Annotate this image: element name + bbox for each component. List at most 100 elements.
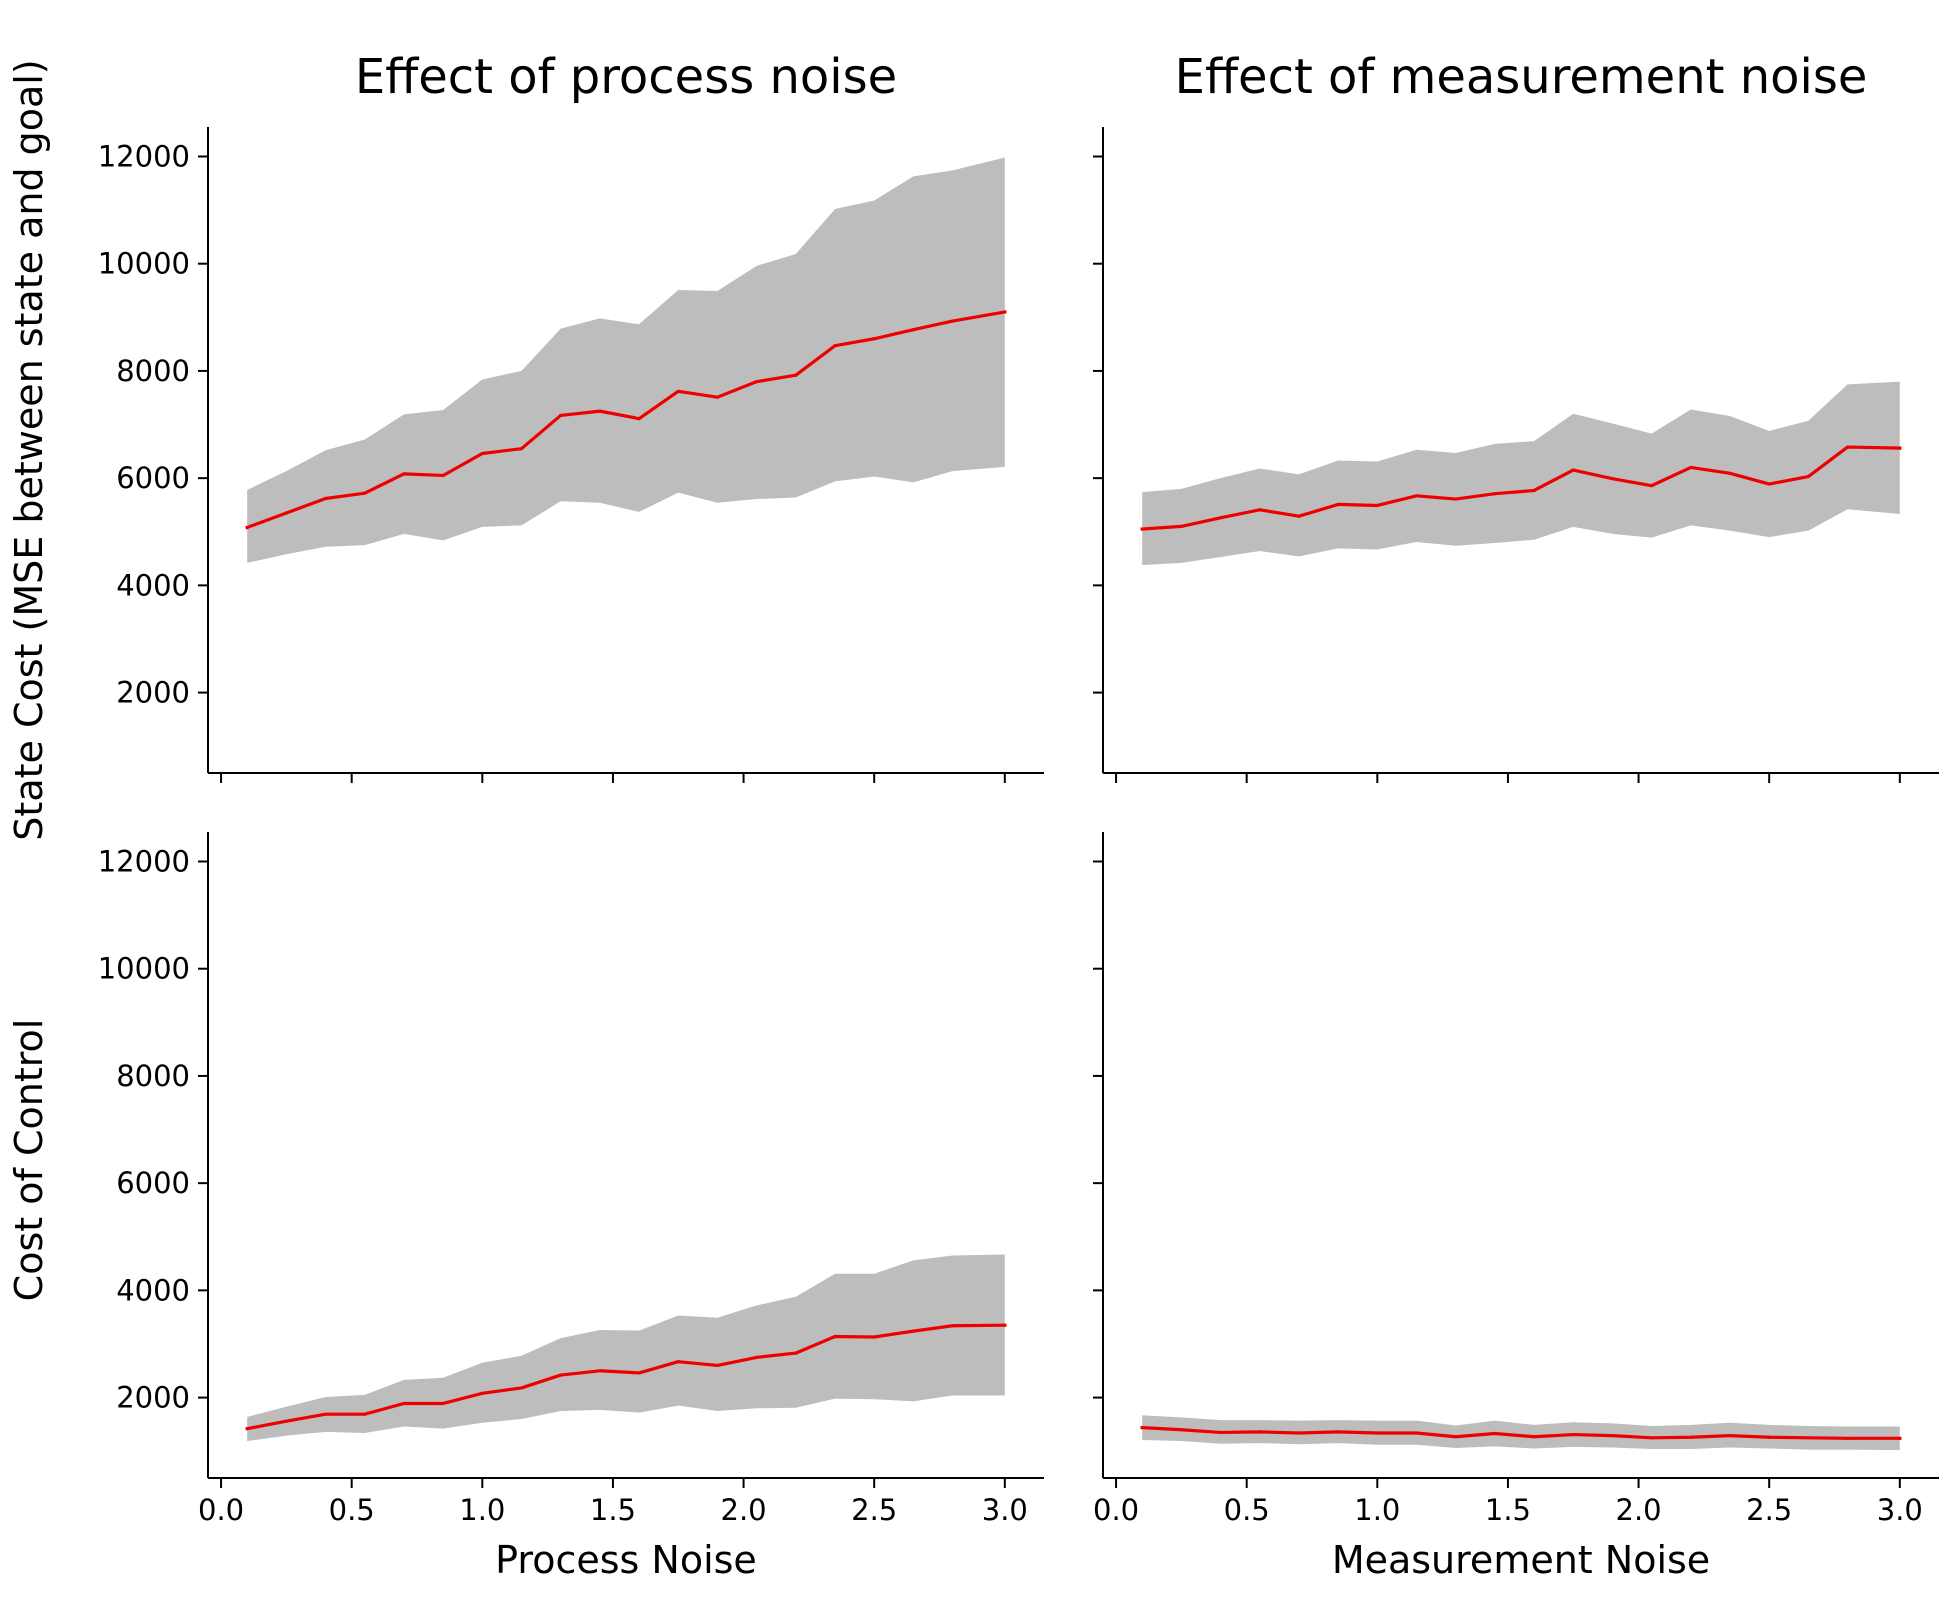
mean-point <box>1375 1431 1379 1435</box>
x-tick-label: 2.0 <box>1616 1493 1662 1527</box>
mean-point <box>950 319 955 323</box>
mean-point <box>1728 471 1732 475</box>
mean-line <box>1140 1425 1902 1440</box>
mean-point <box>519 1386 524 1390</box>
mean-point <box>284 1419 288 1423</box>
mean-point <box>480 1391 484 1395</box>
y-tick-label: 10000 <box>98 247 190 281</box>
mean-point <box>480 451 484 456</box>
mean-point <box>1689 1435 1693 1439</box>
mean-point <box>402 1401 406 1406</box>
mean-point <box>1179 1428 1183 1432</box>
mean-point <box>1003 1323 1007 1327</box>
mean-point <box>323 1412 328 1416</box>
mean-point <box>1845 1436 1850 1440</box>
mean-line <box>1140 445 1902 531</box>
mean-point <box>1571 468 1575 472</box>
mean-point <box>1845 445 1850 449</box>
mean-point <box>911 1329 915 1333</box>
panel-title: Effect of process noise <box>355 49 897 105</box>
panel-control-cost-measurement-noise: 0.0 0.5 1.0 1.5 2.0 2.5 3.0 Measurement Noise <box>1093 832 1939 1582</box>
x-tick-label: 2.5 <box>1746 1493 1792 1527</box>
mean-point <box>755 1355 759 1359</box>
confidence-band <box>1142 381 1900 565</box>
x-tick-label: 3.0 <box>1877 1493 1923 1527</box>
mean-point <box>1336 502 1340 507</box>
mean-point <box>1414 1431 1419 1435</box>
mean-point <box>559 413 563 418</box>
mean-point <box>1898 446 1902 450</box>
y-tick-label: 4000 <box>116 568 190 602</box>
mean-point <box>1650 1436 1654 1440</box>
mean-point <box>1258 1430 1262 1434</box>
mean-point <box>1806 474 1810 479</box>
confidence-band <box>247 1254 1005 1442</box>
y-tick-label: 8000 <box>116 1059 190 1093</box>
panel-state-cost-process-noise: Effect of process noise 2000 4000 6000 8000 1… <box>98 49 1044 783</box>
mean-line <box>245 310 1007 530</box>
mean-point <box>1218 1430 1223 1435</box>
x-axis-title: Process Noise <box>495 1538 757 1582</box>
mean-point <box>598 409 602 413</box>
x-tick-label: 3.0 <box>982 1493 1028 1527</box>
x-tick-label: 0.5 <box>329 1493 375 1527</box>
mean-point <box>1140 1426 1144 1430</box>
mean-point <box>1898 1436 1902 1440</box>
mean-point <box>1375 503 1379 508</box>
mean-point <box>1297 1431 1301 1435</box>
mean-point <box>441 473 445 478</box>
mean-point <box>715 395 720 399</box>
mean-point <box>637 417 641 421</box>
x-tick-label: 2.5 <box>851 1493 897 1527</box>
y-tick-label: 8000 <box>116 354 190 388</box>
mean-point <box>363 1412 367 1416</box>
mean-point <box>1493 1431 1497 1436</box>
mean-point <box>1414 494 1419 498</box>
y-tick-label: 6000 <box>116 1166 190 1200</box>
mean-point <box>950 1324 955 1328</box>
mean-line <box>245 1323 1007 1431</box>
mean-point <box>1179 524 1183 528</box>
mean-point <box>1767 1435 1771 1439</box>
mean-point <box>245 1427 249 1431</box>
mean-point <box>1728 1434 1732 1438</box>
mean-point <box>872 337 876 341</box>
y-tick-label: 4000 <box>116 1273 190 1307</box>
mean-point <box>872 1335 876 1339</box>
mean-point <box>1610 477 1615 481</box>
mean-point <box>402 472 406 476</box>
x-tick-label: 1.0 <box>459 1493 505 1527</box>
mean-point <box>1532 488 1536 493</box>
figure-ylabel-top: State Cost (MSE between state and goal) <box>7 59 51 840</box>
mean-point <box>715 1363 720 1368</box>
mean-point <box>1689 465 1693 470</box>
mean-point <box>519 447 524 451</box>
mean-point <box>1258 508 1262 512</box>
confidence-band <box>247 157 1005 563</box>
mean-point <box>833 344 837 348</box>
y-tick-label: 12000 <box>98 844 190 878</box>
y-tick-label: 6000 <box>116 461 190 495</box>
mean-point <box>911 328 915 332</box>
y-tick-label: 12000 <box>98 139 190 173</box>
mean-point <box>1806 1436 1810 1440</box>
mean-point <box>1767 482 1771 486</box>
x-tick-label: 2.0 <box>721 1493 767 1527</box>
mean-point <box>245 525 249 530</box>
mean-point <box>1532 1435 1536 1439</box>
mean-point <box>1336 1430 1340 1434</box>
mean-point <box>637 1371 641 1375</box>
mean-point <box>598 1369 602 1373</box>
y-tick-label: 2000 <box>116 676 190 710</box>
mean-point <box>676 389 680 393</box>
mean-point <box>1140 527 1144 531</box>
mean-point <box>1650 484 1654 488</box>
panel-title: Effect of measurement noise <box>1175 49 1868 105</box>
mean-point <box>323 496 328 501</box>
mean-point <box>1297 514 1301 518</box>
x-tick-label: 0.0 <box>198 1493 244 1527</box>
panel-state-cost-measurement-noise: Effect of measurement noise <box>1093 49 1939 783</box>
x-axis-title: Measurement Noise <box>1332 1538 1710 1582</box>
mean-point <box>1610 1434 1615 1438</box>
